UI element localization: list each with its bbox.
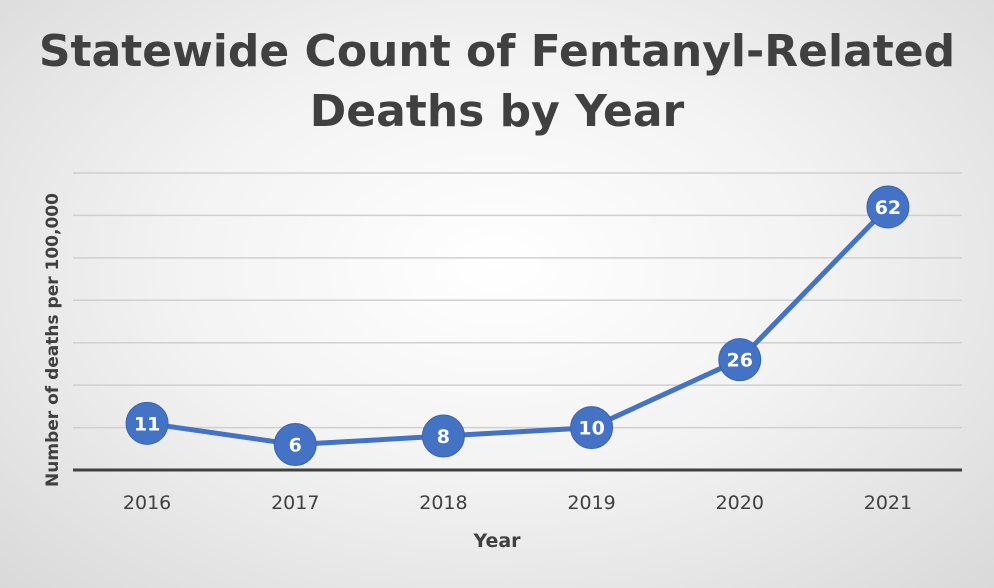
gridlines — [73, 172, 962, 429]
data-label: 6 — [289, 435, 302, 457]
x-tick-label: 2016 — [123, 492, 171, 514]
x-axis: 2016 2017 2018 2019 2020 2021 — [73, 468, 962, 514]
series-line — [146, 205, 890, 448]
x-axis-label: Year — [473, 530, 521, 552]
x-tick-label: 2018 — [419, 492, 467, 514]
data-label: 11 — [134, 413, 160, 435]
x-tick-label: 2019 — [567, 492, 615, 514]
series-line-layer — [146, 205, 890, 448]
data-label: 10 — [578, 418, 604, 440]
data-point — [273, 423, 317, 467]
x-tick-label: 2020 — [716, 492, 764, 514]
chart-title-line-1: Statewide Count of Fentanyl-Related — [38, 26, 956, 77]
data-points: 11 6 8 10 26 62 — [125, 185, 910, 467]
data-point — [125, 401, 169, 445]
data-point — [421, 414, 465, 458]
data-label: 62 — [875, 197, 901, 219]
chart-title: Statewide Count of Fentanyl-Related Deat… — [0, 22, 994, 142]
data-point — [866, 185, 910, 229]
x-tick-label: 2021 — [864, 492, 912, 514]
x-tick-label: 2017 — [271, 492, 319, 514]
data-label: 26 — [727, 350, 753, 372]
data-point — [570, 406, 614, 450]
chart-title-line-2: Deaths by Year — [309, 86, 685, 137]
data-point — [718, 338, 762, 382]
data-label: 8 — [437, 426, 450, 448]
